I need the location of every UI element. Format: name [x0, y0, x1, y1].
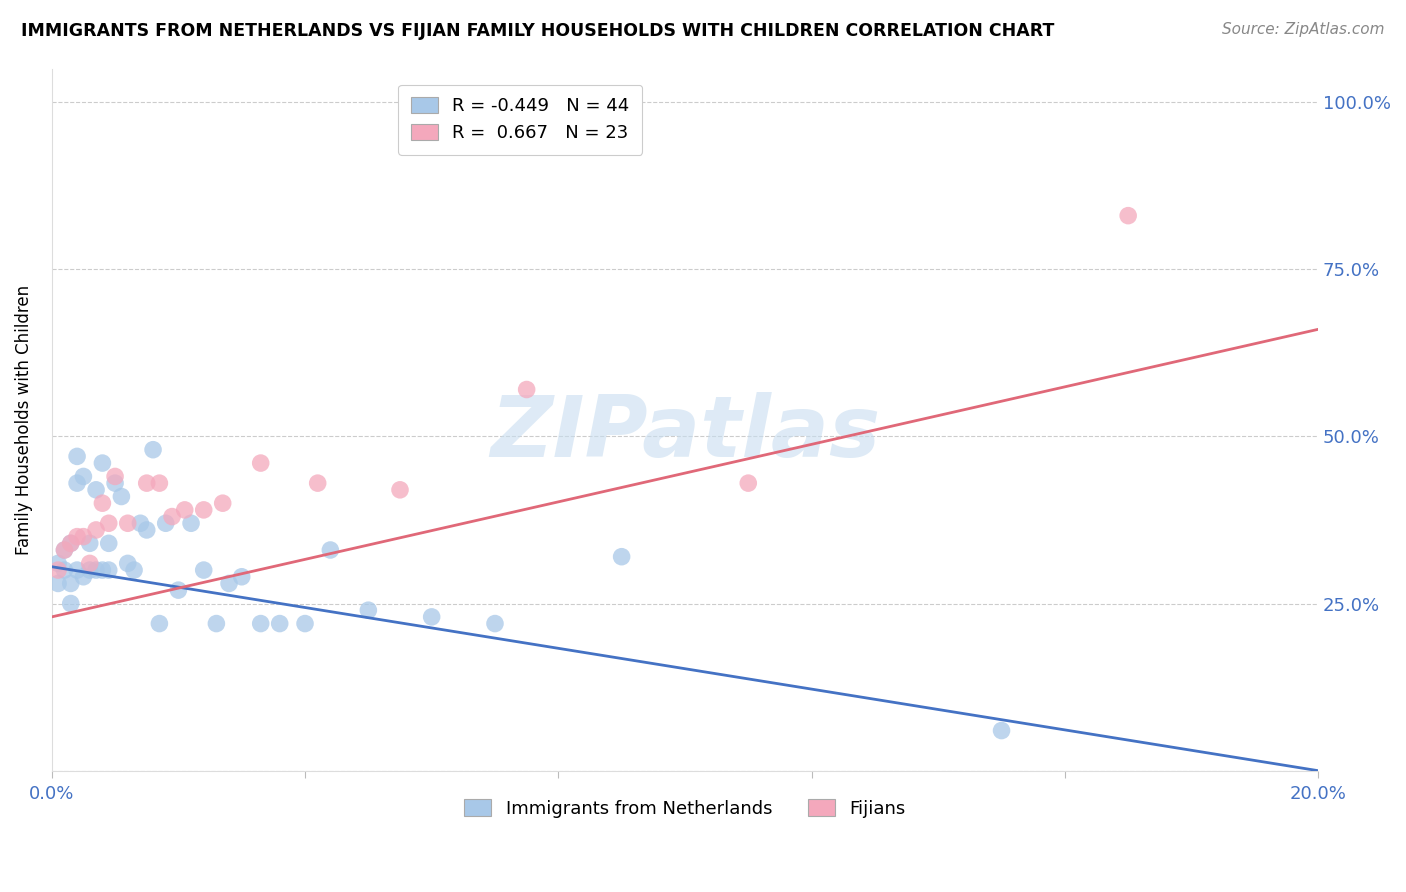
Text: ZIPatlas: ZIPatlas	[489, 392, 880, 475]
Point	[205, 616, 228, 631]
Legend: Immigrants from Netherlands, Fijians: Immigrants from Netherlands, Fijians	[457, 792, 912, 825]
Point	[72, 469, 94, 483]
Point	[91, 456, 114, 470]
Point	[211, 496, 233, 510]
Point	[142, 442, 165, 457]
Point	[66, 530, 89, 544]
Point	[249, 616, 271, 631]
Point	[97, 563, 120, 577]
Point	[269, 616, 291, 631]
Point	[59, 536, 82, 550]
Point	[160, 509, 183, 524]
Point	[231, 570, 253, 584]
Point	[357, 603, 380, 617]
Point	[155, 516, 177, 531]
Point	[135, 476, 157, 491]
Point	[84, 483, 107, 497]
Point	[59, 597, 82, 611]
Point	[97, 536, 120, 550]
Point	[249, 456, 271, 470]
Point	[218, 576, 240, 591]
Point	[46, 576, 69, 591]
Point	[294, 616, 316, 631]
Point	[91, 563, 114, 577]
Point	[129, 516, 152, 531]
Point	[737, 476, 759, 491]
Text: IMMIGRANTS FROM NETHERLANDS VS FIJIAN FAMILY HOUSEHOLDS WITH CHILDREN CORRELATIO: IMMIGRANTS FROM NETHERLANDS VS FIJIAN FA…	[21, 22, 1054, 40]
Point	[990, 723, 1012, 738]
Point	[193, 503, 215, 517]
Point	[53, 543, 76, 558]
Point	[307, 476, 329, 491]
Y-axis label: Family Households with Children: Family Households with Children	[15, 285, 32, 555]
Point	[180, 516, 202, 531]
Point	[46, 563, 69, 577]
Point	[79, 536, 101, 550]
Point	[1116, 209, 1139, 223]
Point	[104, 469, 127, 483]
Point	[72, 530, 94, 544]
Point	[53, 543, 76, 558]
Point	[173, 503, 195, 517]
Point	[97, 516, 120, 531]
Point	[84, 563, 107, 577]
Point	[72, 570, 94, 584]
Point	[59, 536, 82, 550]
Point	[66, 476, 89, 491]
Point	[117, 516, 139, 531]
Point	[167, 583, 190, 598]
Point	[66, 563, 89, 577]
Point	[484, 616, 506, 631]
Point	[91, 496, 114, 510]
Point	[388, 483, 411, 497]
Text: Source: ZipAtlas.com: Source: ZipAtlas.com	[1222, 22, 1385, 37]
Point	[66, 450, 89, 464]
Point	[122, 563, 145, 577]
Point	[135, 523, 157, 537]
Point	[104, 476, 127, 491]
Point	[110, 490, 132, 504]
Point	[79, 557, 101, 571]
Point	[79, 563, 101, 577]
Point	[148, 476, 170, 491]
Point	[319, 543, 342, 558]
Point	[193, 563, 215, 577]
Point	[84, 523, 107, 537]
Point	[53, 563, 76, 577]
Point	[420, 610, 443, 624]
Point	[610, 549, 633, 564]
Point	[148, 616, 170, 631]
Point	[46, 557, 69, 571]
Point	[117, 557, 139, 571]
Point	[59, 576, 82, 591]
Point	[516, 383, 538, 397]
